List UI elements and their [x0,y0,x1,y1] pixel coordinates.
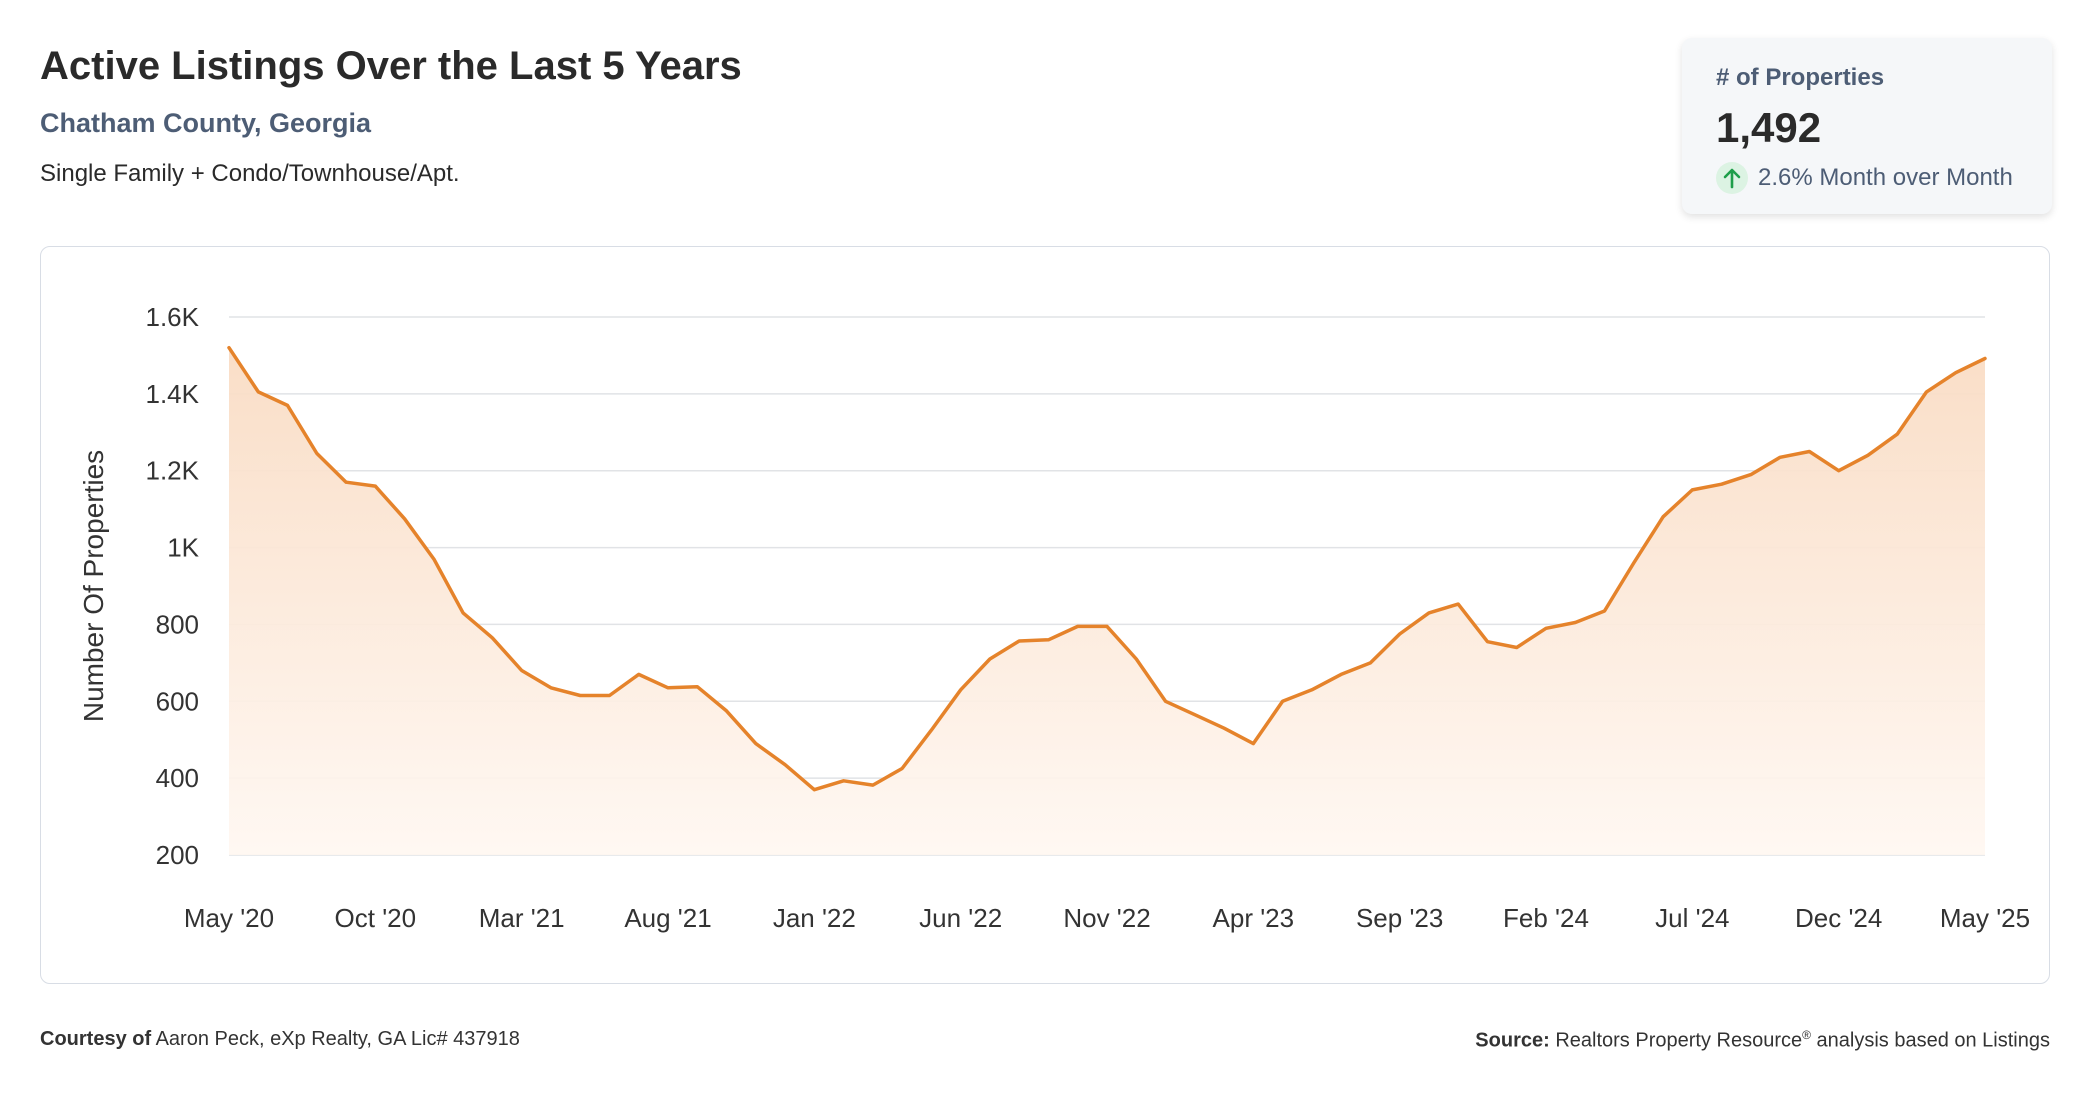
y-tick-label: 400 [156,763,199,793]
arrow-up-icon [1716,162,1748,194]
x-tick-label: Aug '21 [624,903,711,933]
x-tick-label: Mar '21 [479,903,565,933]
y-tick-label: 1K [167,533,199,563]
kpi-change: 2.6% Month over Month [1716,162,2013,194]
kpi-value: 1,492 [1716,104,1822,151]
x-tick-label: Apr '23 [1213,903,1295,933]
x-tick-label: Oct '20 [335,903,417,933]
x-tick-label: Sep '23 [1356,903,1443,933]
series-area [229,347,1985,855]
source-label: Source: [1475,1029,1550,1052]
courtesy-footer: Courtesy of Aaron Peck, eXp Realty, GA L… [40,1028,520,1051]
series-line [227,345,1987,792]
x-tick-label: Feb '24 [1503,903,1589,933]
x-tick-label: May '20 [184,903,274,933]
kpi-change-text: 2.6% Month over Month [1758,164,2013,191]
y-tick-label: 600 [156,686,199,716]
active-listings-chart: 1.6K 1.4K 1.2K 1K 800 600 400 200 May '20 Oct '20… [78,302,2030,933]
source-text: Realtors Property Resource [1555,1029,1803,1052]
x-tick-label: Jul '24 [1655,903,1729,933]
trademark-symbol: ® [1802,1028,1811,1042]
y-tick-label: 1.4K [146,379,200,409]
courtesy-label: Courtesy of [40,1028,152,1050]
y-tick-label: 1.6K [146,302,200,332]
x-tick-label: Nov '22 [1063,903,1150,933]
page-title: Active Listings Over the Last 5 Years [40,44,742,88]
y-axis-title: Number Of Properties [78,450,109,722]
source-footer: Source: Realtors Property Resource® anal… [1475,1028,2050,1053]
y-tick-label: 200 [156,840,199,870]
y-tick-label: 800 [156,609,199,639]
x-tick-label: May '25 [1940,903,2030,933]
property-types-label: Single Family + Condo/Townhouse/Apt. [40,160,460,187]
y-tick-label: 1.2K [146,456,200,486]
x-tick-label: Dec '24 [1795,903,1882,933]
kpi-card: # of Properties 1,492 2.6% Month over Mo… [1682,38,2052,214]
source-text-suffix: analysis based on Listings [1816,1029,2050,1052]
courtesy-text: Aaron Peck, eXp Realty, GA Lic# 437918 [155,1028,520,1050]
chart-card: 1.6K 1.4K 1.2K 1K 800 600 400 200 May '20 Oct '20… [40,246,2050,984]
location-subtitle: Chatham County, Georgia [40,108,372,138]
kpi-label: # of Properties [1716,64,1885,91]
x-tick-label: Jan '22 [773,903,856,933]
x-tick-label: Jun '22 [919,903,1002,933]
